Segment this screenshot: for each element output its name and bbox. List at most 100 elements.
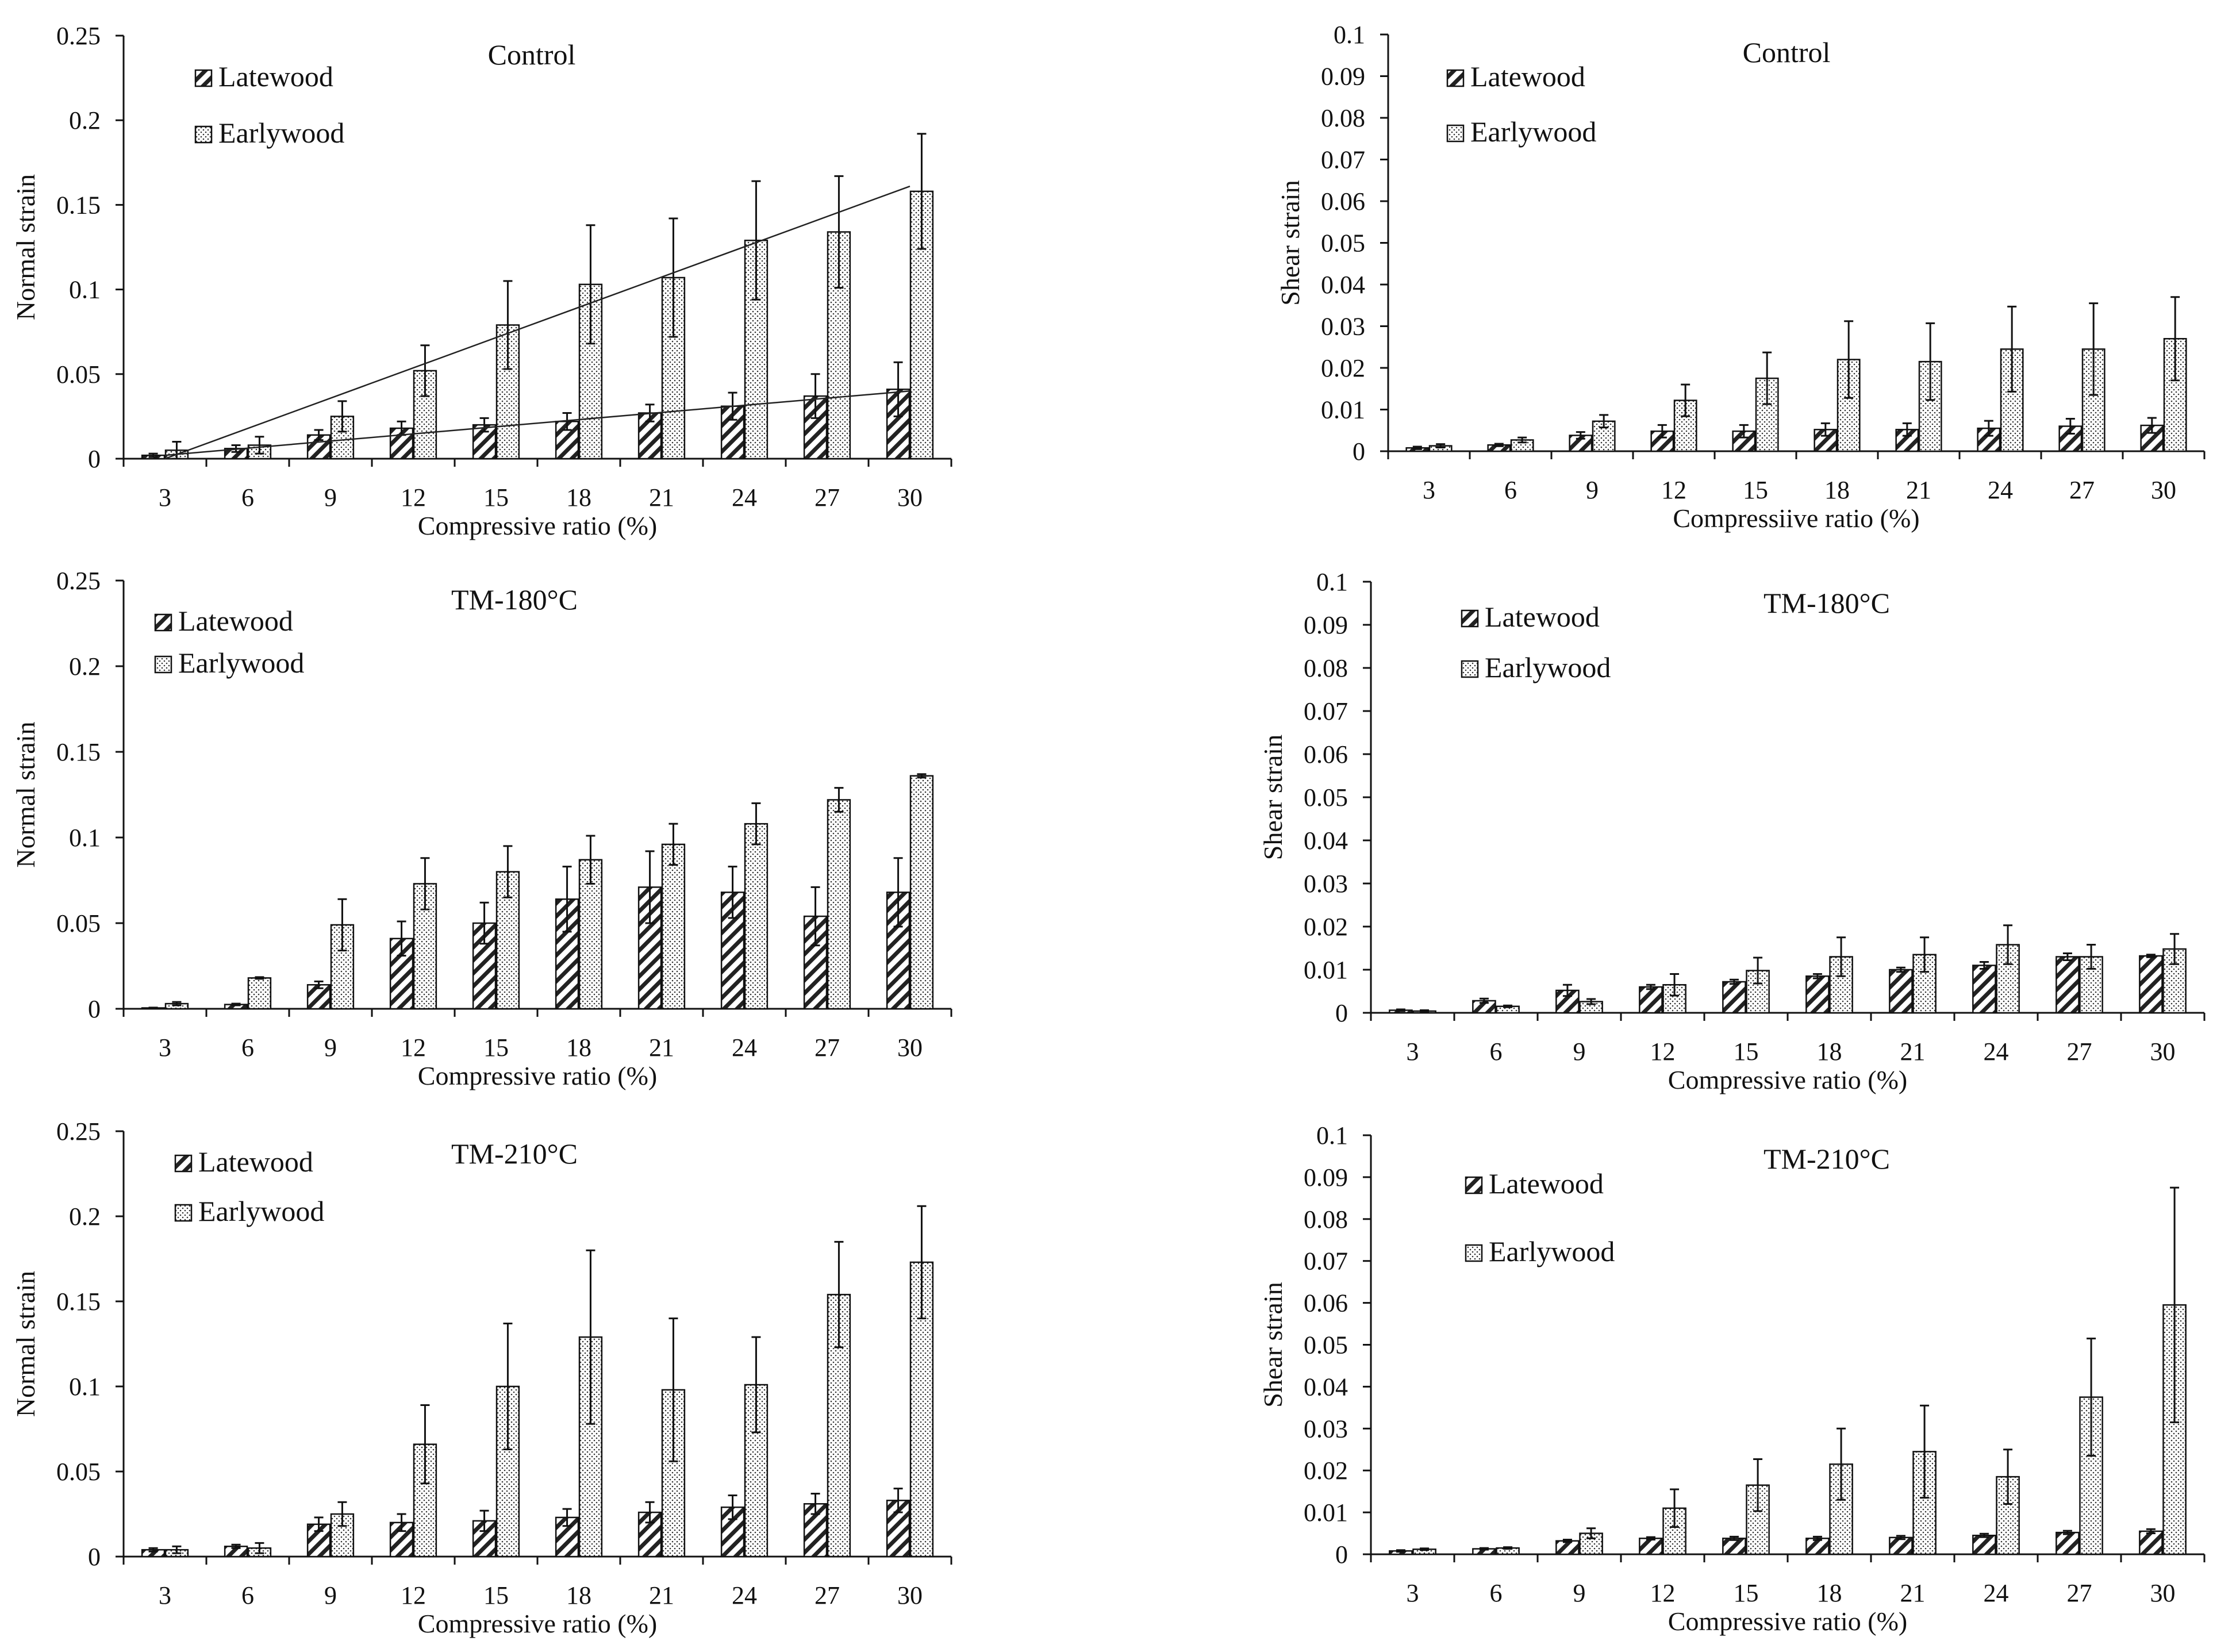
y-tick-label: 0.2 — [69, 1202, 101, 1231]
y-tick-label: 0.04 — [1304, 827, 1348, 855]
y-tick-label: 0.05 — [56, 1458, 101, 1486]
y-tick-label: 0.08 — [1304, 1205, 1348, 1234]
x-tick-label: 9 — [1573, 1038, 1586, 1066]
panel-shear-tm180: 0 0.01 0.02 0.03 0.04 0.05 0.06 0.07 0.08 0.09 0.1… — [1258, 568, 2206, 1094]
y-tick-label: 0.1 — [1316, 568, 1348, 596]
x-tick-label: 6 — [1504, 476, 1517, 504]
x-tick-label: 12 — [401, 483, 426, 512]
y-tick-label: 0.05 — [1304, 1331, 1348, 1359]
x-tick-label: 15 — [1734, 1579, 1759, 1607]
y-tick-label: 0.25 — [56, 1117, 101, 1146]
x-tick-label: 27 — [814, 1034, 840, 1062]
x-axis-title: Compressive ratio (%) — [1668, 1607, 1907, 1636]
chart-title: Control — [488, 39, 576, 71]
bar-latewood-27 — [2056, 956, 2080, 1014]
y-axis-title: Normal strain — [11, 1271, 40, 1417]
y-tick-label: 0.03 — [1304, 870, 1348, 898]
chart-title: TM-210°C — [1764, 1143, 1890, 1175]
y-tick-label: 0.04 — [1321, 271, 1365, 299]
y-tick-label: 0.06 — [1304, 1289, 1348, 1317]
bar-earlywood-9 — [330, 1513, 355, 1558]
x-tick-label: 21 — [649, 483, 674, 512]
x-tick-label: 6 — [241, 1034, 254, 1062]
x-tick-label: 24 — [732, 483, 757, 512]
bar-latewood-24 — [1972, 1534, 1996, 1555]
y-tick-label: 0 — [1335, 1540, 1348, 1569]
y-axis-title: Shear strain — [1275, 180, 1305, 305]
legend-label-earlywood: Earlywood — [1489, 1235, 1615, 1267]
x-tick-label: 18 — [1817, 1038, 1842, 1066]
chart-title: TM-180°C — [1764, 587, 1890, 619]
bar-latewood-30 — [2139, 955, 2163, 1014]
bar-latewood-15 — [1722, 1538, 1746, 1555]
x-tick-label: 30 — [897, 1581, 923, 1609]
x-tick-label: 21 — [649, 1581, 674, 1609]
x-tick-label: 6 — [1490, 1038, 1503, 1066]
bar-latewood-15 — [472, 1520, 497, 1558]
x-tick-label: 18 — [566, 483, 591, 512]
y-tick-label: 0.15 — [56, 1288, 101, 1316]
legend-label-earlywood: Earlywood — [218, 117, 344, 149]
y-axis-title: Shear strain — [1258, 1282, 1288, 1407]
x-tick-label: 27 — [814, 1581, 840, 1609]
x-tick-label: 27 — [2067, 1579, 2092, 1607]
legend-swatch-latewood — [1461, 609, 1479, 628]
chart-title: TM-180°C — [451, 583, 578, 616]
y-tick-label: 0.07 — [1321, 146, 1365, 174]
bar-latewood-12 — [1639, 1538, 1663, 1555]
y-tick-label: 0.1 — [69, 1373, 101, 1401]
bar-latewood-30 — [2139, 1530, 2163, 1555]
y-tick-label: 0.25 — [56, 567, 101, 595]
y-tick-label: 0.09 — [1304, 1163, 1348, 1192]
x-tick-label: 24 — [1984, 1038, 2009, 1066]
x-tick-label: 15 — [1734, 1038, 1759, 1066]
x-tick-label: 9 — [324, 1581, 337, 1609]
y-tick-label: 0.02 — [1304, 1457, 1348, 1485]
x-tick-label: 27 — [814, 483, 840, 512]
x-tick-label: 9 — [1586, 476, 1599, 504]
y-tick-label: 0.05 — [56, 909, 101, 938]
bar-latewood-24 — [1972, 965, 1996, 1014]
chart-title: Control — [1743, 36, 1831, 68]
y-tick-label: 0.2 — [69, 652, 101, 681]
legend-swatch-earlywood — [1461, 660, 1479, 678]
bar-latewood-18 — [1805, 975, 1830, 1014]
x-tick-label: 24 — [1988, 476, 2013, 504]
x-tick-label: 18 — [566, 1034, 591, 1062]
panel-normal-tm180: 0 0.05 0.1 0.15 0.2 0.25 3 6 9 12 15 18 21 24 27 30 Comp… — [11, 567, 952, 1090]
x-tick-label: 3 — [1407, 1038, 1419, 1066]
legend-swatch-latewood — [194, 69, 213, 87]
legend-label-latewood: Latewood — [1485, 601, 1600, 633]
x-axis-title: Compressive ratio (%) — [1668, 1065, 1907, 1094]
bar-latewood-21 — [1895, 429, 1919, 452]
x-tick-label: 9 — [324, 1034, 337, 1062]
x-tick-label: 30 — [897, 483, 923, 512]
y-axis-title: Shear strain — [1258, 735, 1288, 860]
legend-swatch-latewood — [1465, 1176, 1483, 1194]
bar-earlywood-27 — [827, 799, 851, 1010]
bar-earlywood-24 — [744, 823, 769, 1010]
bar-latewood-12 — [1639, 986, 1663, 1014]
x-tick-label: 9 — [1573, 1579, 1586, 1607]
x-tick-label: 3 — [159, 1581, 171, 1609]
x-tick-label: 21 — [1906, 476, 1931, 504]
legend-swatch-earlywood — [1465, 1244, 1483, 1262]
x-tick-label: 6 — [1490, 1579, 1503, 1607]
bar-latewood-15 — [1722, 981, 1746, 1014]
panel-shear-control: 0 0.01 0.02 0.03 0.04 0.05 0.06 0.07 0.08 0.09 0.1… — [1275, 21, 2206, 533]
x-tick-label: 18 — [1824, 476, 1850, 504]
y-tick-label: 0 — [1335, 999, 1348, 1027]
legend-swatch-latewood — [154, 613, 172, 632]
x-tick-label: 12 — [401, 1034, 426, 1062]
bar-latewood-15 — [472, 922, 497, 1010]
y-tick-label: 0.07 — [1304, 697, 1348, 725]
y-tick-label: 0.1 — [1334, 21, 1365, 49]
x-tick-label: 12 — [401, 1581, 426, 1609]
y-tick-label: 0.04 — [1304, 1373, 1348, 1401]
y-tick-label: 0.15 — [56, 191, 101, 219]
y-tick-label: 0.2 — [69, 106, 101, 135]
bar-latewood-21 — [1889, 1536, 1913, 1555]
y-tick-label: 0.02 — [1321, 354, 1365, 382]
bar-earlywood-27 — [827, 231, 851, 460]
y-tick-label: 0 — [88, 1543, 101, 1571]
